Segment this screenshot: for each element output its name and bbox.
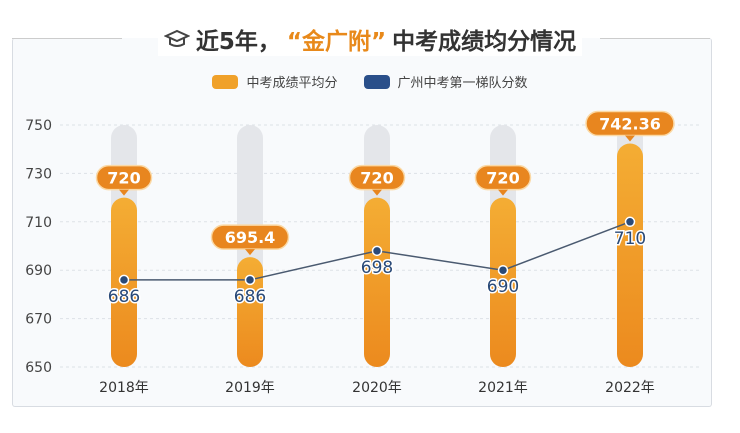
- y-tick-label: 650: [25, 360, 52, 376]
- badge-pointer: [119, 189, 129, 196]
- x-tick-label: 2022年: [605, 380, 655, 396]
- legend-label: 中考成绩平均分: [246, 76, 338, 91]
- title-divider-left: [12, 38, 122, 39]
- line-point: [497, 264, 509, 276]
- line-value-label: 698: [361, 258, 393, 278]
- line-point: [118, 274, 130, 286]
- y-tick-label: 750: [25, 118, 52, 134]
- bar-value-label: 695.4: [225, 228, 276, 247]
- bar: [617, 143, 643, 367]
- y-tick-label: 730: [25, 166, 52, 182]
- bar-value-label: 720: [107, 169, 140, 188]
- x-tick-label: 2020年: [352, 380, 402, 396]
- badge-pointer: [372, 189, 382, 196]
- title-highlight: “金广附”: [286, 29, 387, 55]
- legend-item-average: 中考成绩平均分: [212, 72, 338, 91]
- bar-value-label: 720: [360, 169, 393, 188]
- line-value-label: 710: [614, 229, 646, 249]
- bar-value-label: 720: [486, 169, 519, 188]
- bar: [237, 257, 263, 367]
- y-tick-label: 710: [25, 215, 52, 231]
- line-value-label: 690: [487, 277, 519, 297]
- badge-pointer: [245, 249, 255, 256]
- line-value-label: 686: [108, 287, 140, 307]
- bar: [490, 197, 516, 367]
- graduation-cap-icon: [163, 29, 190, 47]
- line-point: [624, 216, 636, 228]
- bar: [364, 197, 390, 367]
- title-prefix: 近5年，: [195, 29, 281, 55]
- title-suffix: 中考成绩均分情况: [392, 29, 577, 55]
- legend-item-tier1: 广州中考第一梯队分数: [363, 72, 528, 91]
- legend: 中考成绩平均分 广州中考第一梯队分数: [0, 72, 740, 91]
- legend-swatch-blue: [363, 74, 390, 89]
- x-tick-label: 2019年: [225, 380, 275, 396]
- x-tick-label: 2018年: [99, 380, 149, 396]
- legend-swatch-orange: [212, 74, 239, 89]
- y-tick-label: 670: [25, 312, 52, 328]
- badge-pointer: [498, 189, 508, 196]
- bar-value-label: 742.36: [599, 114, 661, 133]
- chart-title: 近5年， “金广附” 中考成绩均分情况: [0, 22, 740, 56]
- x-tick-label: 2021年: [478, 380, 528, 396]
- line-value-label: 686: [234, 287, 266, 307]
- badge-pointer: [625, 135, 635, 142]
- line-point: [371, 245, 383, 257]
- title-divider-right: [600, 38, 710, 39]
- legend-label: 广州中考第一梯队分数: [397, 76, 528, 91]
- y-tick-label: 690: [25, 263, 52, 279]
- line-point: [244, 274, 256, 286]
